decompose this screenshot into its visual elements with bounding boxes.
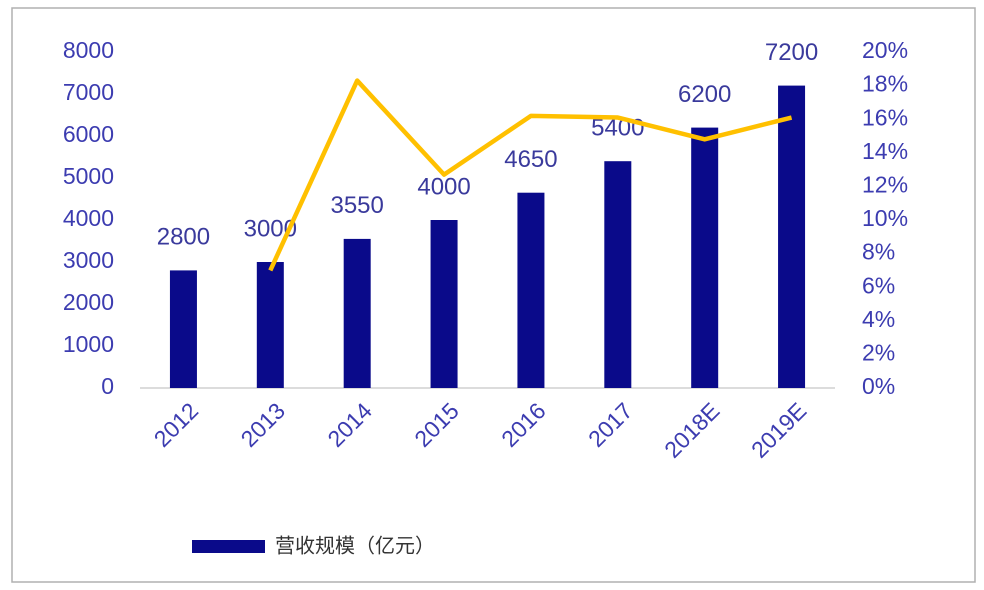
y2-tick-label: 4% [862, 306, 895, 332]
y2-tick-label: 0% [862, 373, 895, 399]
data-label: 4650 [504, 146, 557, 173]
bar [343, 238, 371, 388]
y2-tick-label: 6% [862, 272, 895, 298]
y-tick-label: 3000 [63, 247, 114, 273]
chart-border [11, 7, 976, 583]
bar [778, 85, 806, 388]
bar [256, 262, 284, 388]
data-label: 7200 [765, 39, 818, 66]
y2-tick-label: 2% [862, 339, 895, 365]
y-tick-label: 7000 [63, 79, 114, 105]
bar [169, 270, 197, 388]
y-tick-label: 4000 [63, 205, 114, 231]
y-tick-label: 1000 [63, 331, 114, 357]
bar [517, 192, 545, 388]
y2-tick-label: 18% [862, 71, 908, 97]
y-tick-label: 0 [101, 373, 114, 399]
y-tick-label: 6000 [63, 121, 114, 147]
y2-tick-label: 14% [862, 138, 908, 164]
legend-label: 营收规模（亿元） [275, 534, 435, 558]
y-tick-label: 8000 [63, 37, 114, 63]
line-series [268, 78, 793, 272]
legend-swatch [192, 540, 265, 553]
y2-tick-label: 10% [862, 205, 908, 231]
data-label: 4000 [417, 173, 470, 200]
data-label: 3550 [330, 192, 383, 219]
data-label: 2800 [157, 224, 210, 251]
bar [430, 220, 458, 388]
y2-tick-label: 12% [862, 171, 908, 197]
y2-tick-label: 8% [862, 239, 895, 265]
y2-tick-label: 16% [862, 104, 908, 130]
data-label: 6200 [678, 81, 731, 108]
y-tick-label: 2000 [63, 289, 114, 315]
bar [604, 161, 632, 388]
bar [691, 127, 719, 388]
y2-tick-label: 20% [862, 37, 908, 63]
y-tick-label: 5000 [63, 163, 114, 189]
